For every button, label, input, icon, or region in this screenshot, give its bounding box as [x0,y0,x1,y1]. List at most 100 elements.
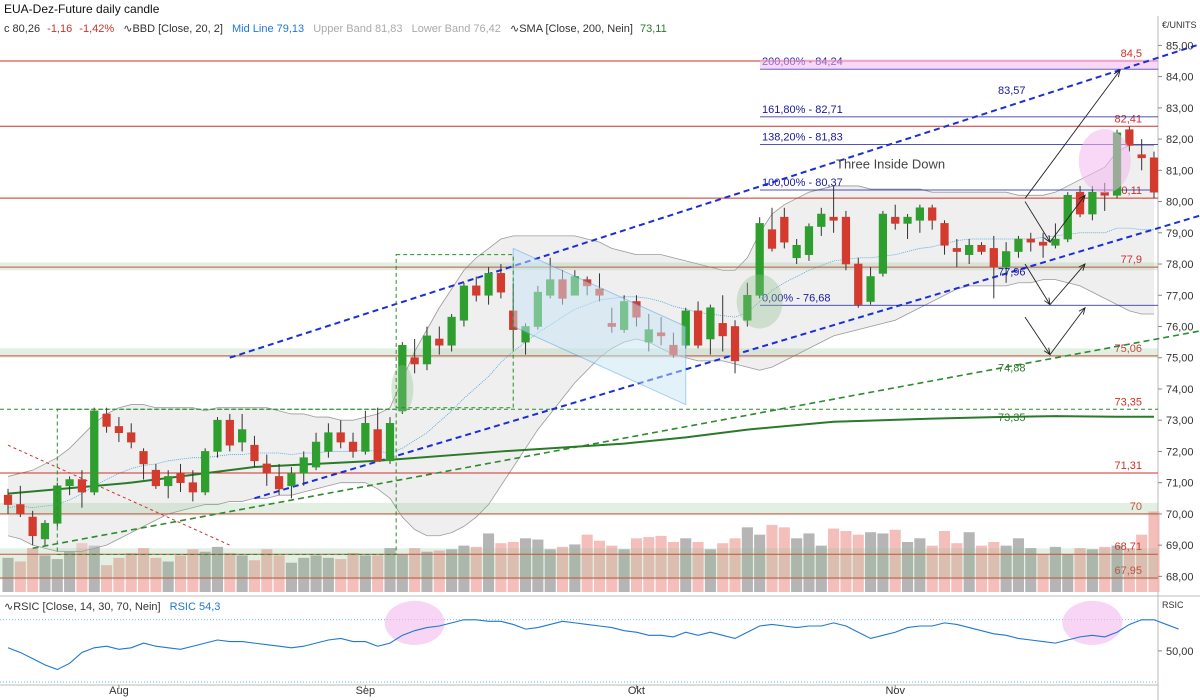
forecast-arrow [1024,70,1121,199]
horizontal-level-label: 73,35 [1114,396,1142,408]
sma-value-label: 73,35 [998,412,1026,424]
candle-body [817,213,826,227]
forecast-arrow-head [1078,263,1086,271]
candle-body [28,516,37,537]
candle-body [706,307,715,340]
volume-bar [889,529,901,592]
last-close: c 80,26 [4,23,41,35]
pattern-ellipse [736,274,783,329]
volume-bar [766,524,778,592]
volume-bar [655,535,667,592]
lower-band-value: 76,42 [473,23,501,35]
candle-body [447,316,456,346]
volume-bar [248,560,260,592]
candle-body [238,429,247,443]
volume-bar [101,565,113,592]
candle-body [989,248,998,268]
candle-body [940,223,949,246]
volume-bar [27,548,39,592]
support-zone [0,502,1158,516]
candle-body [385,423,395,462]
forecast-arrow [1049,307,1086,355]
candle-body [841,216,851,265]
rsi-tick-label: 50,00 [1166,646,1194,658]
volume-bar [606,545,618,592]
volume-bar [14,561,26,592]
candle-body [878,213,888,274]
candle-body [398,344,407,412]
rsi-highlight-ellipse [384,600,445,645]
candle-body [225,419,234,446]
volume-bar [224,552,236,592]
volume-bar [754,534,766,592]
volume-bar [520,538,532,592]
candle-body [90,410,99,493]
volume-bar [64,551,76,592]
candle-body [311,441,321,468]
candle-body [952,248,961,252]
forecast-arrow [1024,201,1051,243]
lower-band-label: Lower Band [411,23,471,35]
upper-trendline [229,43,1200,359]
time-tick-label: Okt [628,685,645,697]
candle-body [780,216,789,243]
candle-body [829,216,838,221]
volume-bar [396,554,408,592]
volume-bar [174,555,187,592]
volume-bar [532,539,544,592]
candle-body [299,457,308,474]
volume-bar [963,532,975,592]
trend-value-upper: 83,57 [998,85,1026,97]
volume-bar [495,543,507,592]
bb-label: BBD [Close, 20, 2] [132,23,223,35]
candle-body [410,357,419,365]
upper-band-value: 81,83 [375,23,403,35]
volume-bar [470,546,482,592]
volume-bar [692,541,704,592]
volume-bar [865,532,877,592]
candle-body [287,473,296,487]
candle-body [324,432,333,452]
pattern-label: Three Inside Down [836,156,945,171]
volume-bar [384,548,396,592]
candle-body [435,338,444,346]
candle-body [164,476,173,487]
volume-bar [199,551,211,592]
volume-bar [1099,546,1111,592]
candle-body [1026,238,1035,243]
volume-bar [88,545,100,592]
volume-bar [951,543,963,592]
candle-body [767,229,777,249]
candle-body [484,273,493,296]
candle-body [1149,157,1159,193]
change-value: -1,16 [47,23,73,35]
volume-bar [39,555,51,592]
candle-body [755,223,764,296]
down-trendline [7,444,231,546]
time-tick-label: Aug [109,685,129,697]
volume-bar [298,557,310,592]
volume-bar [840,531,852,592]
forecast-arrow-head [1078,194,1086,203]
candle-body [718,323,727,337]
volume-bar [852,534,864,592]
volume-bar [1074,548,1086,592]
price-tick-label: 72,00 [1166,446,1194,458]
candle-body [866,276,875,302]
price-tick-label: 74,00 [1166,384,1194,396]
candle-body [3,494,13,505]
volume-bar [926,545,938,592]
forecast-arrow [1049,263,1086,305]
highlight-ellipse [1078,128,1131,193]
candle-body [977,244,986,252]
sma-label: SMA [Close, 200, Nein] [519,23,633,35]
candle-body [274,476,284,490]
volume-bar [446,549,458,592]
volume-bar [76,543,88,592]
volume-bar [51,559,63,592]
candle-body [1137,154,1146,159]
rsi-value: 54,3 [198,601,221,613]
volume-bar [618,549,630,592]
volume-bar [1049,546,1061,592]
